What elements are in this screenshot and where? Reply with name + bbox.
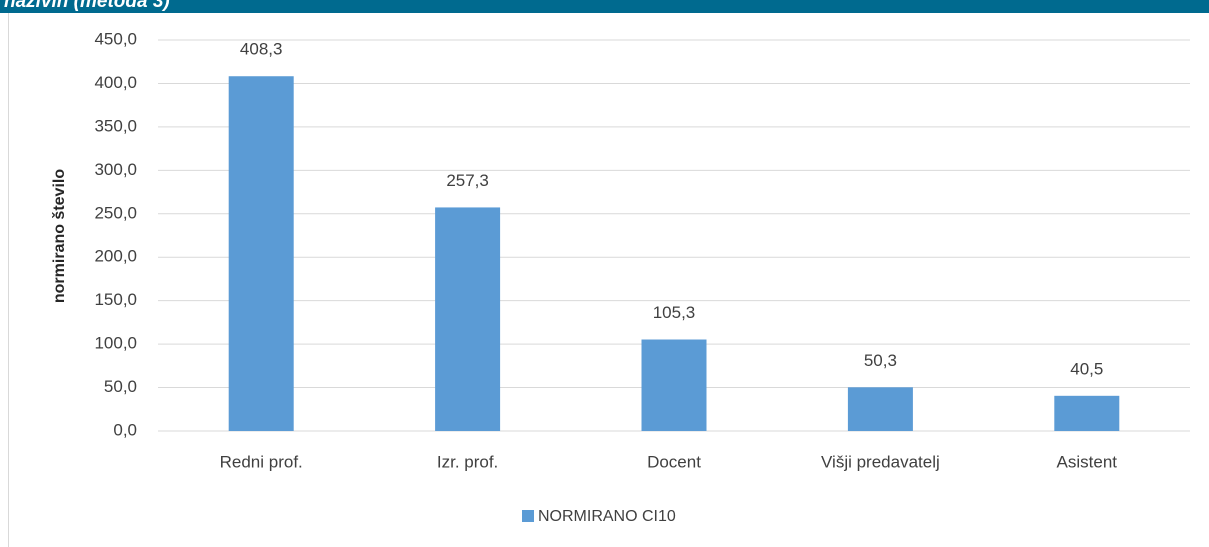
y-axis-label: normirano število	[51, 169, 68, 303]
bar	[1054, 395, 1120, 431]
y-tick-label: 100,0	[94, 334, 137, 353]
data-label: 257,3	[446, 171, 489, 190]
bar	[228, 76, 294, 431]
y-tick-label: 50,0	[104, 377, 137, 396]
chart-title: nazivih (metoda 3)	[4, 0, 170, 12]
y-tick-label: 450,0	[94, 29, 137, 48]
y-tick-label: 150,0	[94, 290, 137, 309]
x-tick-label: Redni prof.	[220, 452, 303, 471]
x-tick-label: Asistent	[1057, 452, 1118, 471]
y-tick-label: 400,0	[94, 73, 137, 92]
x-tick-label: Docent	[647, 452, 701, 471]
bar	[641, 339, 707, 431]
data-label: 408,3	[240, 40, 283, 59]
legend-label: NORMIRANO CI10	[538, 508, 676, 525]
y-tick-label: 300,0	[94, 160, 137, 179]
bar	[435, 207, 501, 431]
x-tick-label: Višji predavatelj	[821, 452, 940, 471]
x-tick-label: Izr. prof.	[437, 452, 498, 471]
data-label: 40,5	[1070, 359, 1103, 378]
data-label: 105,3	[653, 303, 696, 322]
data-label: 50,3	[864, 351, 897, 370]
y-tick-label: 0,0	[113, 420, 137, 439]
y-tick-label: 350,0	[94, 116, 137, 135]
legend-swatch	[522, 510, 534, 522]
y-tick-label: 200,0	[94, 247, 137, 266]
title-band	[0, 0, 1209, 13]
bar	[847, 387, 913, 431]
y-tick-label: 250,0	[94, 203, 137, 222]
